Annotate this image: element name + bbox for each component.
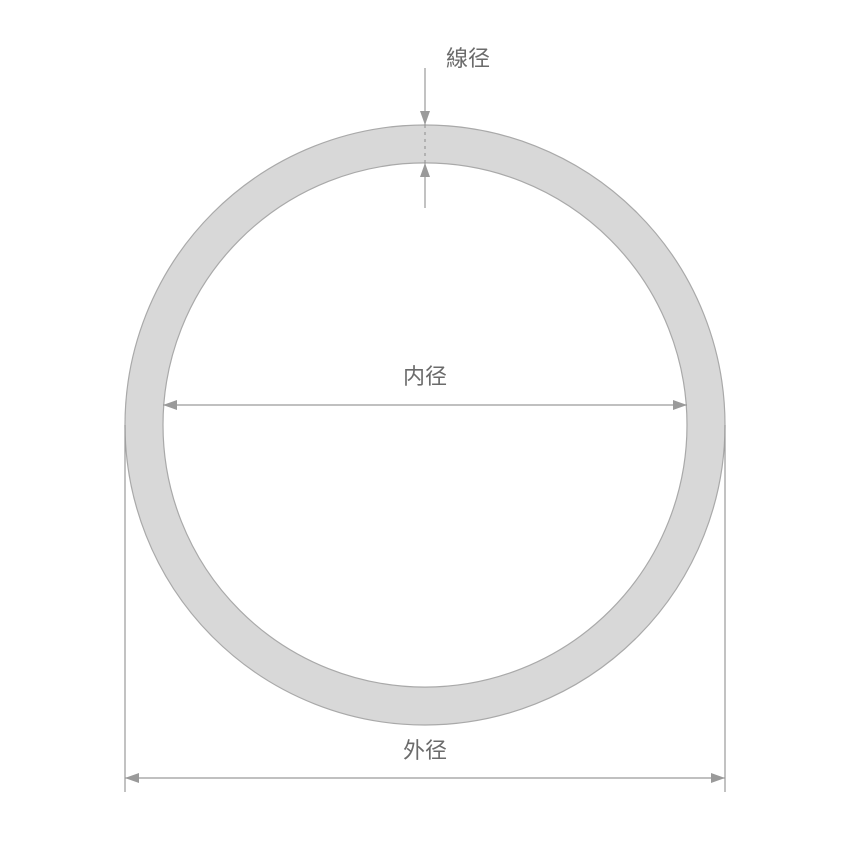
ring-shape xyxy=(125,125,725,725)
inner-diameter-label: 内径 xyxy=(403,364,447,389)
arrowhead-icon xyxy=(673,400,687,410)
outer-diameter-label: 外径 xyxy=(403,738,447,763)
wire-diameter-label: 線径 xyxy=(446,46,490,71)
arrowhead-icon xyxy=(711,773,725,783)
arrowhead-icon xyxy=(420,111,430,125)
arrowhead-icon xyxy=(125,773,139,783)
arrowhead-icon xyxy=(420,163,430,177)
arrowhead-icon xyxy=(163,400,177,410)
ring-dimension-diagram: 内径外径 線径 xyxy=(0,0,850,850)
